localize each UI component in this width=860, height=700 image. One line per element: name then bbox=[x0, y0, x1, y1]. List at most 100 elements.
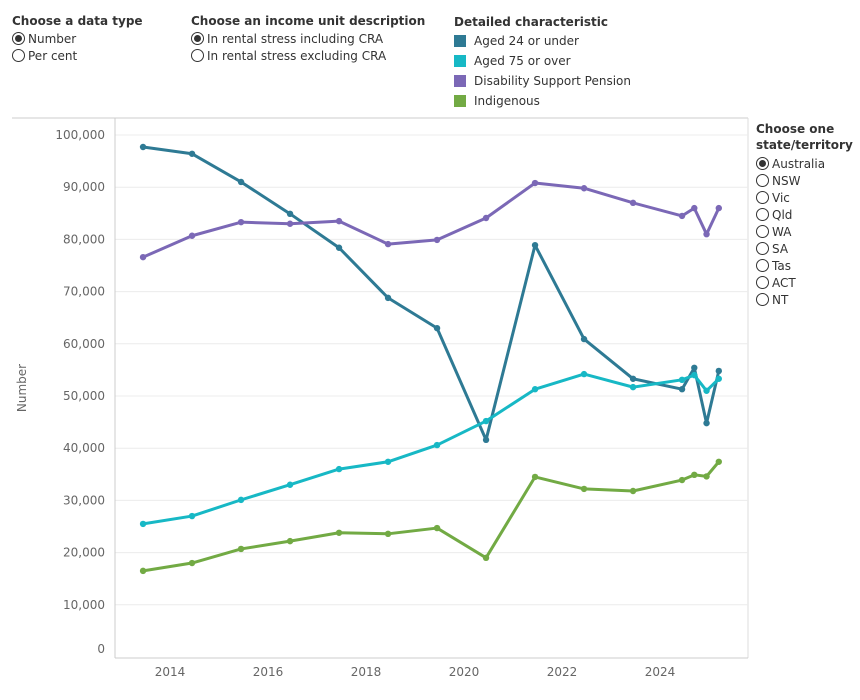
data-point bbox=[482, 417, 490, 425]
radio-state-sa[interactable]: SA bbox=[756, 240, 853, 257]
radio-icon[interactable] bbox=[756, 242, 769, 255]
radio-icon[interactable] bbox=[756, 276, 769, 289]
option-label: In rental stress including CRA bbox=[207, 31, 384, 46]
option-label: Per cent bbox=[28, 48, 78, 63]
radio-icon[interactable] bbox=[756, 208, 769, 221]
legend-swatch bbox=[454, 55, 466, 67]
x-tick-label: 2020 bbox=[449, 665, 480, 679]
series-line bbox=[142, 181, 721, 259]
data-point bbox=[629, 375, 637, 382]
data-point bbox=[433, 441, 441, 449]
data-point bbox=[335, 244, 343, 251]
radio-icon[interactable] bbox=[12, 49, 25, 62]
y-tick-label: 60,000 bbox=[63, 337, 105, 351]
option-label: NT bbox=[772, 292, 789, 307]
y-tick-label: 50,000 bbox=[63, 389, 105, 403]
y-tick-label: 90,000 bbox=[63, 180, 105, 194]
series-line bbox=[142, 460, 720, 573]
radio-selected-icon[interactable] bbox=[12, 32, 25, 45]
legend: Detailed characteristic Aged 24 or under… bbox=[454, 15, 631, 111]
data-point bbox=[678, 376, 686, 384]
legend-item[interactable]: Aged 24 or under bbox=[454, 31, 631, 51]
data-point bbox=[188, 150, 196, 157]
x-tick-label: 2014 bbox=[155, 665, 186, 679]
radio-state-nt[interactable]: NT bbox=[756, 291, 853, 308]
data-point bbox=[188, 512, 196, 520]
data-point bbox=[139, 253, 147, 261]
radio-icon[interactable] bbox=[756, 174, 769, 187]
y-tick-label: 70,000 bbox=[63, 285, 105, 299]
radio-icon[interactable] bbox=[756, 225, 769, 238]
data-point bbox=[703, 387, 710, 394]
legend-swatch bbox=[454, 35, 466, 47]
radio-including-cra[interactable]: In rental stress including CRA bbox=[191, 30, 425, 47]
radio-per-cent[interactable]: Per cent bbox=[12, 47, 143, 64]
option-label: Vic bbox=[772, 190, 790, 205]
data-point bbox=[139, 567, 147, 575]
radio-state-act[interactable]: ACT bbox=[756, 274, 853, 291]
radio-number[interactable]: Number bbox=[12, 30, 143, 47]
data-point bbox=[384, 240, 392, 248]
radio-icon[interactable] bbox=[756, 157, 769, 170]
radio-icon[interactable] bbox=[191, 49, 204, 62]
data-point bbox=[286, 210, 294, 218]
y-tick-label: 40,000 bbox=[63, 441, 105, 455]
radio-state-vic[interactable]: Vic bbox=[756, 189, 853, 206]
legend-item[interactable]: Indigenous bbox=[454, 91, 631, 111]
data-point bbox=[482, 436, 490, 444]
data-point bbox=[691, 204, 698, 212]
option-label: NSW bbox=[772, 173, 801, 188]
data-point bbox=[580, 370, 588, 378]
radio-icon[interactable] bbox=[756, 293, 769, 306]
legend-label: Indigenous bbox=[474, 94, 540, 108]
data-point bbox=[433, 524, 441, 532]
data-point bbox=[384, 530, 392, 538]
radio-state-nsw[interactable]: NSW bbox=[756, 172, 853, 189]
option-label: SA bbox=[772, 241, 789, 256]
data-point bbox=[580, 185, 588, 192]
data-type-title: Choose a data type bbox=[12, 14, 143, 28]
y-tick-label: 80,000 bbox=[63, 232, 105, 246]
option-label: Qld bbox=[772, 207, 793, 222]
x-tick-label: 2022 bbox=[547, 665, 578, 679]
data-point bbox=[237, 178, 245, 186]
income-unit-control: Choose an income unit description In ren… bbox=[191, 14, 425, 64]
legend-swatch bbox=[454, 75, 466, 87]
data-point bbox=[691, 364, 698, 372]
legend-item[interactable]: Aged 75 or over bbox=[454, 51, 631, 71]
data-point bbox=[715, 458, 722, 465]
radio-excluding-cra[interactable]: In rental stress excluding CRA bbox=[191, 47, 425, 64]
data-point bbox=[691, 371, 698, 379]
data-point bbox=[678, 476, 686, 484]
option-label: Number bbox=[28, 31, 77, 46]
option-label: Australia bbox=[772, 156, 826, 171]
state-title-2: state/territory bbox=[756, 138, 853, 152]
option-label: Tas bbox=[772, 258, 791, 273]
income-unit-title: Choose an income unit description bbox=[191, 14, 426, 28]
x-tick-label: 2024 bbox=[645, 665, 676, 679]
data-point bbox=[715, 375, 722, 382]
y-tick-label: 20,000 bbox=[63, 546, 105, 560]
radio-icon[interactable] bbox=[756, 191, 769, 204]
radio-state-wa[interactable]: WA bbox=[756, 223, 853, 240]
x-tick-label: 2018 bbox=[351, 665, 382, 679]
data-point bbox=[678, 386, 686, 393]
legend-item[interactable]: Disability Support Pension bbox=[454, 71, 631, 91]
radio-state-tas[interactable]: Tas bbox=[756, 257, 853, 274]
data-point bbox=[335, 465, 343, 473]
data-point bbox=[286, 220, 294, 227]
data-point bbox=[629, 383, 637, 391]
legend-label: Disability Support Pension bbox=[474, 74, 632, 88]
y-tick-label: 0 bbox=[97, 642, 105, 656]
radio-icon[interactable] bbox=[756, 259, 769, 272]
data-point bbox=[384, 294, 392, 302]
data-point bbox=[531, 179, 539, 187]
radio-state-qld[interactable]: Qld bbox=[756, 206, 853, 223]
series-line bbox=[142, 372, 720, 526]
radio-state-australia[interactable]: Australia bbox=[756, 155, 853, 172]
data-point bbox=[237, 218, 245, 226]
x-tick-label: 2016 bbox=[253, 665, 284, 679]
data-point bbox=[703, 473, 710, 480]
radio-selected-icon[interactable] bbox=[191, 32, 204, 45]
